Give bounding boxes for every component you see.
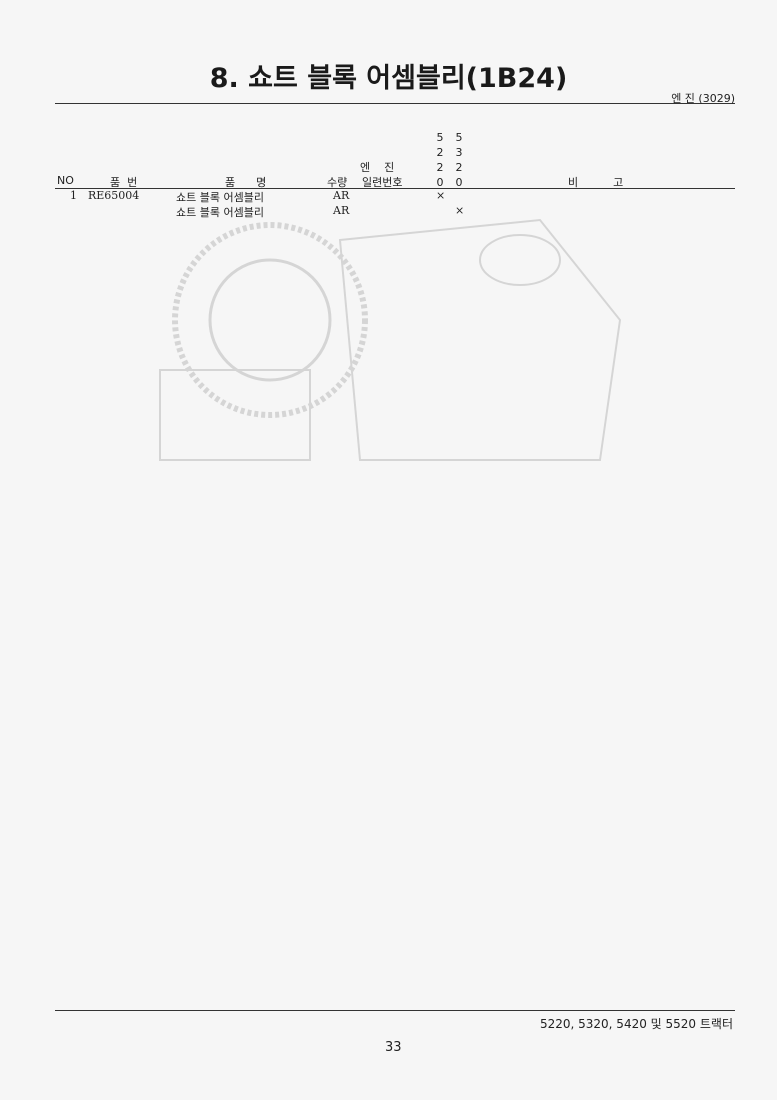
digit: 2 [436,161,444,174]
row-part-name: 쇼트 블록 어셈블리 [176,191,264,204]
footer-models: 5220, 5320, 5420 및 5520 트랙터 [539,1017,733,1031]
digit: 0 [436,176,444,189]
digit: 2 [436,146,444,159]
digit: 5 [455,131,463,144]
col-engine-top: 엔 진 [360,161,395,174]
col-model-5320: 5 3 2 0 [454,130,464,190]
row-mark-5220: × [436,189,446,202]
col-qty: 수량 [327,176,348,189]
digit: 3 [455,146,463,159]
col-model-5220: 5 2 2 0 [435,130,445,190]
footer-divider [55,1010,735,1011]
digit: 2 [455,161,463,174]
col-part-no: 품 번 [110,176,138,189]
row-mark-5320: × [455,204,465,217]
background-engine-illustration [159,218,622,461]
title-divider [55,103,735,104]
row-no: 1 [70,189,77,202]
digit: 5 [436,131,444,144]
row-part-no: RE65004 [88,189,140,202]
col-remarks: 비 고 [568,176,624,189]
col-no: NO [57,174,74,187]
col-part-name: 품 명 [225,176,267,189]
row-qty: AR [333,189,350,202]
section-label: 엔 진 (3029) [671,92,735,105]
page-number: 33 [385,1040,402,1055]
row-part-name: 쇼트 블록 어셈블리 [176,206,264,219]
col-engine-serial: 일련번호 [362,176,403,189]
page-title: 8. 쇼트 블록 어셈블리(1B24) [209,63,568,94]
row-qty: AR [333,204,350,217]
table-header-divider [55,188,735,189]
digit: 0 [455,176,463,189]
